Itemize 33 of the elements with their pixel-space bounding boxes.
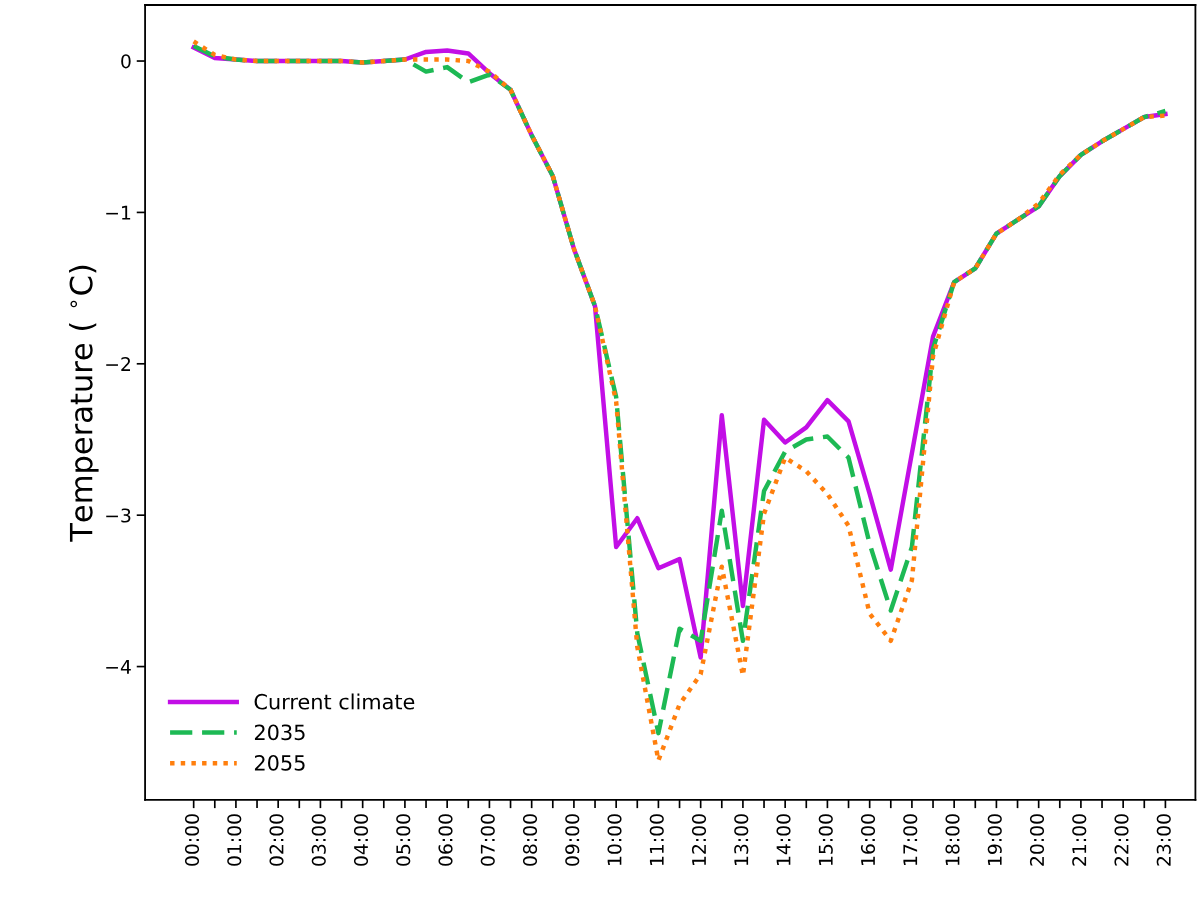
x-tick-label: 20:00 — [1029, 814, 1045, 866]
x-tick-label: 19:00 — [987, 814, 1002, 865]
x-tick-label: 00:00 — [184, 814, 200, 866]
x-tick-label: 01:00 — [227, 814, 242, 866]
x-tick-label: 07:00 — [480, 814, 495, 866]
x-tick-label: 08:00 — [522, 814, 538, 866]
x-tick-label: 17:00 — [903, 814, 918, 865]
legend-label: Current climate — [254, 693, 415, 710]
x-tick-label: 05:00 — [396, 814, 411, 866]
legend-label: 2055 — [254, 754, 305, 771]
x-tick-label: 12:00 — [691, 814, 707, 865]
x-tick-label: 13:00 — [734, 814, 749, 865]
x-tick-label: 18:00 — [945, 814, 960, 865]
y-tick-label: −3 — [106, 508, 131, 523]
x-tick-label: 23:00 — [1156, 814, 1171, 866]
x-tick-label: 10:00 — [607, 814, 622, 865]
x-tick-label: 15:00 — [818, 814, 833, 865]
x-tick-label: 16:00 — [860, 814, 876, 865]
x-tick-label: 06:00 — [438, 814, 453, 866]
y-tick-label: −2 — [106, 357, 131, 371]
y-tick-label: 0 — [121, 54, 131, 69]
x-tick-label: 14:00 — [776, 814, 791, 865]
x-tick-label: 04:00 — [353, 814, 369, 866]
y-axis-title: Temperature ( $^{∘}$C) — [69, 265, 99, 542]
x-tick-label: 22:00 — [1114, 814, 1129, 866]
x-tick-label: 02:00 — [269, 814, 284, 866]
x-tick-label: 03:00 — [311, 814, 326, 866]
x-tick-label: 09:00 — [565, 814, 580, 866]
y-tick-label: −1 — [106, 205, 131, 220]
y-tick-label: −4 — [106, 660, 131, 674]
legend-label: 2035 — [254, 724, 305, 741]
x-tick-label: 11:00 — [649, 814, 664, 865]
x-tick-label: 21:00 — [1072, 814, 1087, 866]
